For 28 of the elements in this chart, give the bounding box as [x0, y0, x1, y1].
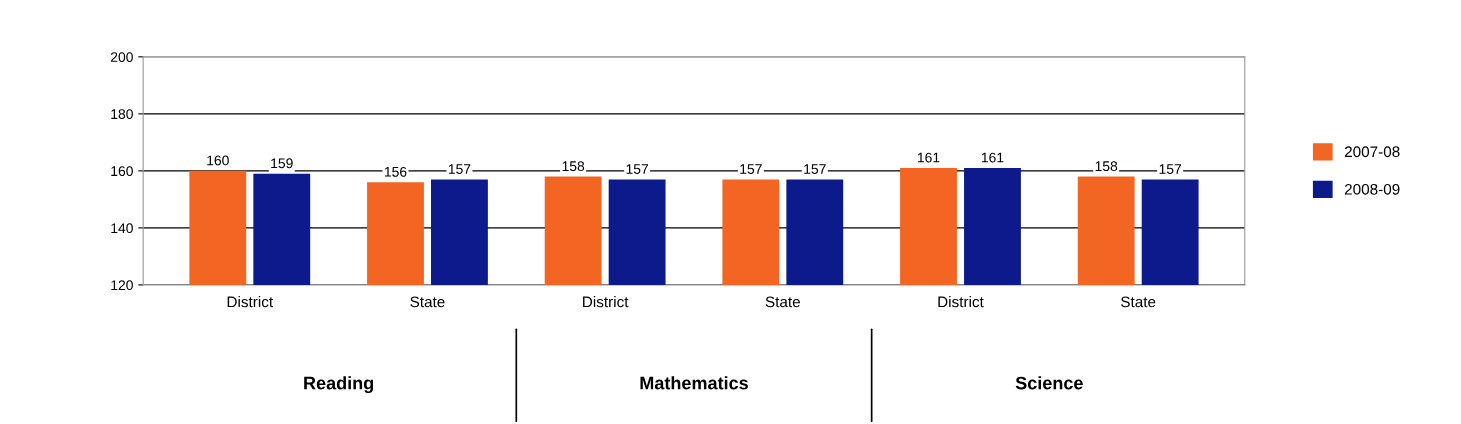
y-tick-label: 200: [110, 52, 133, 62]
text: Reading: [304, 376, 374, 394]
data-label: 157: [740, 164, 762, 174]
x-tick-label: District: [227, 296, 274, 308]
x-tick-label: State: [765, 296, 800, 308]
data-label: 161: [981, 152, 1004, 163]
x-tick-label: District: [583, 296, 629, 308]
text: Science: [1015, 376, 1083, 390]
x-tick-label: State: [1121, 296, 1156, 308]
legend-label: 2007-08: [1344, 146, 1400, 158]
data-label: 157: [1159, 164, 1182, 174]
y-tick-label: 120: [111, 280, 133, 291]
data-label: 157: [448, 164, 471, 174]
y-tick-label: 180: [111, 109, 133, 120]
data-label: 160: [207, 155, 229, 166]
data-label: 159: [271, 158, 293, 169]
data-label: 157: [804, 164, 826, 174]
legend-label: 2008-09: [1344, 183, 1400, 195]
y-tick-label: 160: [111, 166, 133, 177]
text: Mathematics: [640, 376, 748, 390]
data-label: 156: [384, 166, 407, 177]
x-tick-label: State: [410, 296, 445, 308]
data-label: 157: [626, 164, 649, 174]
data-label: 158: [1095, 161, 1118, 172]
y-tick-label: 140: [111, 223, 133, 234]
data-label: 158: [562, 161, 585, 172]
x-tick-label: District: [938, 296, 984, 308]
data-label: 161: [917, 152, 940, 163]
